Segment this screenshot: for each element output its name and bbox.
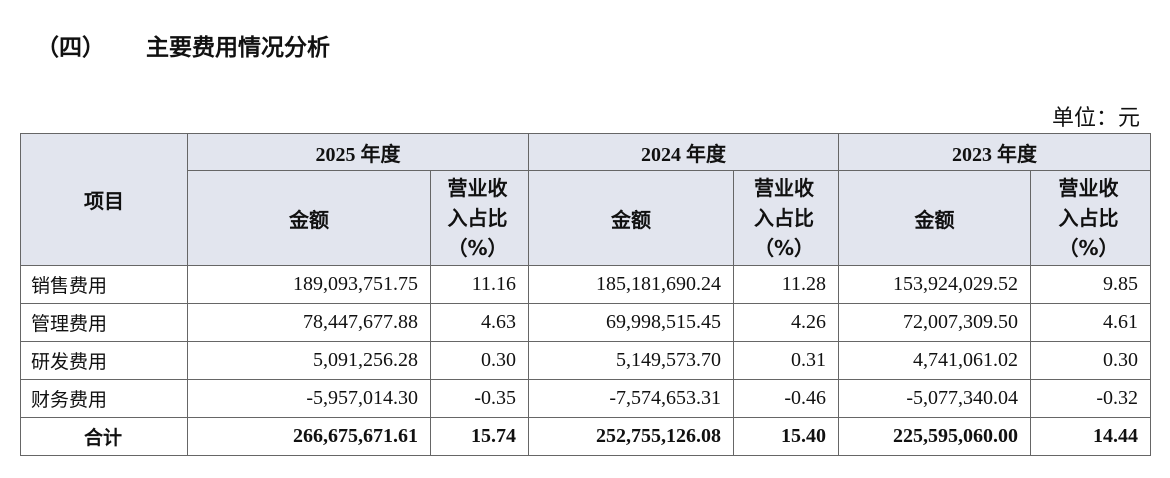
- cell: 189,093,751.75: [187, 265, 431, 304]
- row-label: 管理费用: [20, 303, 188, 342]
- ratio-header: 营业收入占比（%）: [754, 176, 815, 260]
- cell: 4.26: [733, 303, 839, 342]
- row-label: 研发费用: [20, 341, 188, 380]
- cell: 4,741,061.02: [838, 341, 1031, 380]
- cell: 4.61: [1030, 303, 1151, 342]
- cell: 15.74: [430, 417, 529, 456]
- cell: 14.44: [1030, 417, 1151, 456]
- cell: 72,007,309.50: [838, 303, 1031, 342]
- cell: 252,755,126.08: [528, 417, 734, 456]
- year-header: 2024 年度: [528, 133, 839, 171]
- cell: -7,574,653.31: [528, 379, 734, 418]
- cell: 69,998,515.45: [528, 303, 734, 342]
- ratio-header-cell: 营业收入占比（%）: [1030, 170, 1151, 266]
- cell: 185,181,690.24: [528, 265, 734, 304]
- data-row: 管理费用 78,447,677.88 4.63 69,998,515.45 4.26 72…: [20, 303, 1151, 342]
- cell: 15.40: [733, 417, 839, 456]
- section-number: （四）: [36, 35, 105, 61]
- cell: -0.46: [733, 379, 839, 418]
- amount-header: 金额: [528, 170, 734, 266]
- total-row: 合计 266,675,671.61 15.74 252,755,126.08 15.40…: [20, 417, 1151, 456]
- ratio-header-cell: 营业收入占比（%）: [430, 170, 529, 266]
- amount-header: 金额: [838, 170, 1031, 266]
- cell: -5,957,014.30: [187, 379, 431, 418]
- row-label: 财务费用: [20, 379, 188, 418]
- amount-header: 金额: [187, 170, 431, 266]
- data-row: 财务费用 -5,957,014.30 -0.35 -7,574,653.31 -0.46…: [20, 379, 1151, 418]
- cell: 11.16: [430, 265, 529, 304]
- expense-table: 项目 2025 年度 2024 年度 2023 年度 金额 营业收入占比（%） 金额 营业收入…: [20, 133, 1151, 456]
- year-header: 2025 年度: [187, 133, 529, 171]
- row-label: 销售费用: [20, 265, 188, 304]
- cell: 5,149,573.70: [528, 341, 734, 380]
- cell: -5,077,340.04: [838, 379, 1031, 418]
- cell: 9.85: [1030, 265, 1151, 304]
- ratio-header: 营业收入占比（%）: [1058, 176, 1119, 260]
- header-row: 项目 2025 年度 2024 年度 2023 年度: [20, 133, 1151, 266]
- year-header: 2023 年度: [838, 133, 1151, 171]
- cell: 0.31: [733, 341, 839, 380]
- subheader-row: 金额 营业收入占比（%） 金额 营业收入占比（%） 金额 营业收入占比（%）: [21, 170, 1151, 266]
- cell: -0.35: [430, 379, 529, 418]
- unit-note: 单位：元: [1051, 105, 1140, 130]
- cell: 4.63: [430, 303, 529, 342]
- cell: -0.32: [1030, 379, 1151, 418]
- ratio-header-cell: 营业收入占比（%）: [733, 170, 839, 266]
- section-title: 主要费用情况分析: [146, 35, 330, 61]
- data-row: 研发费用 5,091,256.28 0.30 5,149,573.70 0.31 4,74…: [20, 341, 1151, 380]
- cell: 266,675,671.61: [187, 417, 431, 456]
- cell: 0.30: [1030, 341, 1151, 380]
- cell: 225,595,060.00: [838, 417, 1031, 456]
- cell: 78,447,677.88: [187, 303, 431, 342]
- row-label: 合计: [20, 417, 188, 456]
- cell: 5,091,256.28: [187, 341, 431, 380]
- ratio-header: 营业收入占比（%）: [447, 176, 508, 260]
- item-header: 项目: [20, 133, 188, 266]
- data-row: 销售费用 189,093,751.75 11.16 185,181,690.24 11.…: [20, 265, 1151, 304]
- cell: 11.28: [733, 265, 839, 304]
- cell: 153,924,029.52: [838, 265, 1031, 304]
- cell: 0.30: [430, 341, 529, 380]
